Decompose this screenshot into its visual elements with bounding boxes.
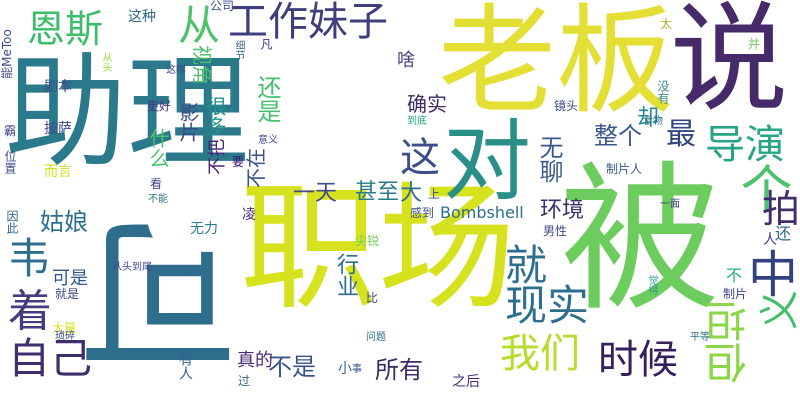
word-bei: 被 — [560, 146, 721, 333]
word-wei: 韦 — [8, 234, 51, 283]
word-gongzuomeizi: 工作妹子 — [228, 0, 388, 45]
word-buzai: 不在 — [244, 148, 268, 188]
word-suosui: 琐碎 — [55, 331, 75, 342]
word-jiu: 就 — [505, 241, 548, 290]
word-queshi: 确实 — [407, 92, 447, 116]
word-zui: 最 — [666, 117, 696, 152]
word-huanjing: 环境 — [540, 198, 585, 223]
word-ba: 霸 — [4, 124, 17, 138]
word-yi: 义 — [757, 290, 800, 330]
word-fan: 凡 — [259, 38, 273, 50]
word-hangye: 行业 — [333, 253, 358, 297]
word-kan: 看 — [150, 177, 163, 191]
word-shenzhi: 甚至 — [355, 180, 400, 205]
word-ren: 人 — [763, 232, 777, 248]
word-cong: 从 — [178, 1, 221, 50]
word-zhihou: 之后 — [452, 374, 480, 390]
word-bushi: 不是 — [268, 353, 316, 381]
word-jiushi: 就是 — [55, 287, 80, 301]
word-laoban: 老板 — [438, 0, 675, 130]
word-dui: 对 — [443, 110, 532, 213]
word-shang: 上 — [428, 187, 441, 201]
word-congtou: 从头 — [100, 52, 111, 72]
word-hai: 还 — [775, 224, 792, 243]
word-congtoudaowei: 从头到尾 — [112, 262, 152, 273]
word-bombshell: Bombshell — [440, 203, 524, 222]
word-henduo: 很多 — [203, 96, 227, 136]
word-zhipianren: 制片人 — [606, 162, 643, 176]
word-buneng: 不能 — [148, 194, 168, 205]
word-genghao: 更好 — [147, 99, 172, 113]
word-shihou: 时候 — [598, 337, 678, 383]
word-pai: 拍 — [762, 187, 800, 231]
word-meiyou: 没有 — [656, 80, 670, 104]
word-women: 我们 — [500, 331, 580, 377]
word-weizhi: 位置 — [3, 150, 17, 174]
word-jingtou: 镜头 — [554, 99, 579, 113]
word-sha: 啥 — [397, 50, 415, 71]
word-guniang: 姑娘 — [40, 208, 88, 236]
word-wenti: 问题 — [366, 332, 386, 343]
word-pisa: 披萨 — [44, 121, 72, 137]
word-gandao: 感到 — [410, 206, 435, 220]
word-shijiao: 视角 — [190, 45, 214, 85]
word-wuliao: 无聊 — [535, 135, 563, 183]
word-nanxing: 男性 — [543, 224, 568, 238]
word-ziji: 自己 — [8, 334, 93, 383]
word-zhuli: 助理 — [5, 42, 249, 184]
word-zhende: 真的 — [237, 350, 273, 371]
word-zhengge: 整个 — [594, 122, 642, 150]
word-zhezhong: 这种 — [128, 9, 156, 25]
word-haishi: 还是 — [253, 75, 281, 123]
word-shi: 事 — [352, 364, 362, 375]
word-zhipian: 制片 — [723, 287, 748, 301]
word-zhe2: 着 — [8, 286, 52, 337]
word-daoyan: 导演 — [705, 122, 785, 168]
word-daodi: 到底 — [407, 116, 427, 127]
word-zheyang: 这样 — [166, 65, 186, 76]
word-yingpian: 影片 — [176, 102, 200, 142]
word-gongsi: 公司 — [210, 0, 235, 13]
word-pingdeng: 平等 — [690, 332, 710, 343]
word-nengmetoo: 能MeToo — [0, 29, 14, 79]
word-guo: 过 — [238, 374, 251, 388]
word-juede: 觉得 — [646, 275, 657, 295]
word-que: 却 — [637, 106, 660, 131]
word-yinci: 因此 — [5, 210, 19, 234]
word-youren: 有人 — [177, 352, 193, 380]
word-eryan: 而言 — [44, 164, 72, 180]
word-bu: 不 — [726, 266, 743, 285]
word-jianrui: 尖锐 — [355, 234, 380, 248]
word-daliang: 大量 — [52, 321, 77, 335]
word-wuli: 无力 — [190, 221, 218, 237]
word-ling: 凌 — [242, 207, 256, 223]
word-zhe: 这 — [400, 135, 440, 181]
word-dantan: 但坦 — [704, 300, 753, 384]
word-bing: 并 — [748, 37, 761, 51]
word-da: 大 — [400, 181, 423, 206]
word-shenme: 什么 — [146, 128, 170, 168]
word-tai: 太 — [660, 17, 673, 31]
word-juben: 剧本 — [44, 79, 72, 95]
word-yiyi: 意义 — [258, 135, 278, 146]
word-yitian: 一天 — [293, 181, 338, 206]
word-suoyou: 所有 — [375, 356, 423, 384]
word-xijie: 细节 — [233, 40, 244, 60]
word-buba: 不把 — [207, 139, 228, 175]
word-zhichang: 职场 — [240, 168, 517, 329]
word-shuo: 说 — [670, 0, 789, 128]
word-xianshi: 现实 — [505, 281, 590, 330]
word-bi: 比 — [366, 291, 379, 305]
word-ge: 个 — [731, 162, 791, 214]
word-zhong: 中 — [748, 246, 798, 304]
word-keshi: 可是 — [52, 268, 88, 289]
word-xiao: 小 — [338, 361, 352, 377]
word-shiwu: 食物 — [643, 116, 663, 127]
word-yao: 要 — [232, 155, 245, 169]
word-yimian: 一面 — [660, 199, 680, 210]
word-ensi: 恩斯 — [27, 7, 104, 51]
